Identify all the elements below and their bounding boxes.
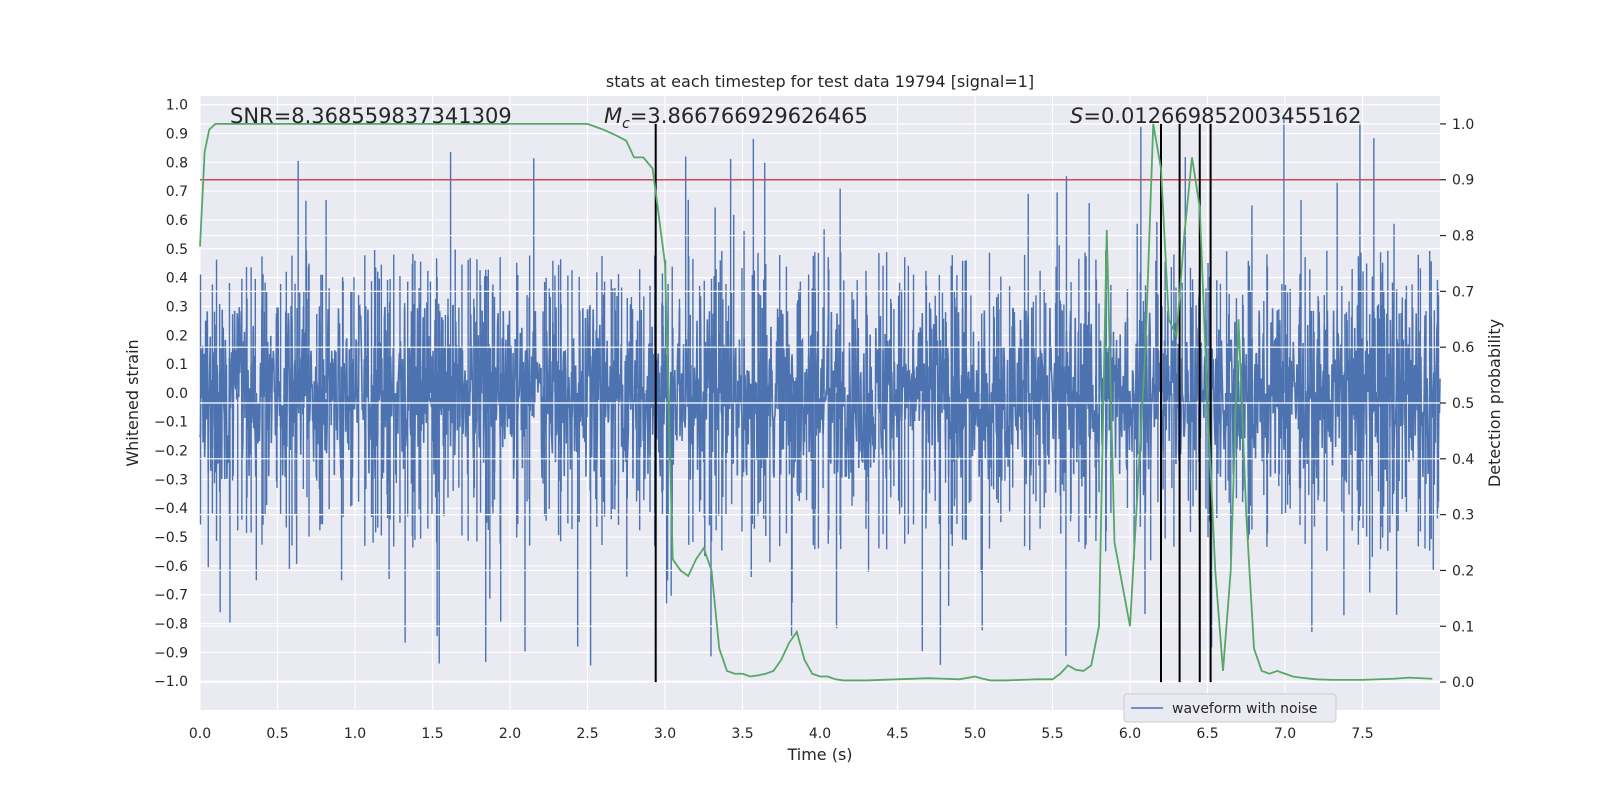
y-right-axis-ticks: 1.0 0.9 0.8 0.7 0.6 0.5 0.4 0.3 0.2 0.1 0.0 [1440,117,1474,691]
x-tick-label: 4.0 [809,726,831,742]
y-left-tick-label: −0.1 [154,415,188,431]
x-tick-label: 6.5 [1196,726,1218,742]
x-tick-label: 7.0 [1274,726,1296,742]
y-left-tick-label: −0.3 [154,472,188,488]
x-tick-label: 2.0 [499,726,521,742]
y-left-tick-label: 0.3 [166,299,188,315]
chirp-mass-value: =3.866766929626465 [630,104,868,128]
chart-title: stats at each timestep for test data 197… [606,72,1034,91]
snr-annotation: SNR=8.368559837341309 [230,104,512,128]
y-left-tick-label: −0.5 [154,530,188,546]
y-right-tick-label: 0.8 [1452,229,1474,245]
y-left-tick-label: 0.2 [166,328,188,344]
spin-value: =0.012669852003455162 [1083,104,1361,128]
y-right-tick-label: 1.0 [1452,117,1474,133]
y-left-tick-label: −0.4 [154,501,188,517]
x-tick-label: 0.5 [266,726,288,742]
y-right-tick-label: 0.3 [1452,508,1474,524]
y-left-tick-label: −0.8 [154,617,188,633]
y-left-tick-label: 0.9 [166,126,188,142]
chirp-mass-annotation: Mc=3.866766929626465 [604,104,868,132]
y-left-tick-label: 1.0 [166,98,188,114]
y-left-tick-label: 0.1 [166,357,188,373]
y-right-tick-label: 0.7 [1452,284,1474,300]
x-tick-label: 1.0 [344,726,366,742]
x-tick-label: 4.5 [886,726,908,742]
y-right-tick-label: 0.4 [1452,452,1474,468]
spin-symbol: S [1070,104,1083,128]
spin-annotation: S=0.012669852003455162 [1070,104,1361,128]
y-right-tick-label: 0.0 [1452,675,1474,691]
x-tick-label: 0.0 [189,726,211,742]
y-right-tick-label: 0.1 [1452,619,1474,635]
y-left-tick-label: 0.7 [166,184,188,200]
x-tick-label: 3.5 [731,726,753,742]
y-left-tick-label: −0.2 [154,444,188,460]
y-left-axis-ticks: 1.0 0.9 0.8 0.7 0.6 0.5 0.4 0.3 0.2 0.1 0.0 −0.1 −0.… [154,98,188,691]
waveform-with-noise-spikes [199,119,1440,666]
vertical-markers [654,123,1212,683]
y-left-tick-label: −0.6 [154,559,188,575]
y-left-tick-label: 0.0 [166,386,188,402]
legend-box [1123,693,1337,723]
y-left-tick-label: −1.0 [154,674,188,690]
x-tick-label: 5.5 [1041,726,1063,742]
y-left-tick-label: 0.5 [166,242,188,258]
y-right-tick-label: 0.2 [1452,563,1474,579]
y-right-axis-label: Detection probability [1485,319,1504,487]
x-tick-label: 7.5 [1351,726,1373,742]
y-left-tick-label: 0.4 [166,271,188,287]
chirp-mass-subscript: c [622,116,630,132]
y-right-tick-label: 0.6 [1452,340,1474,356]
chirp-mass-symbol: M [604,104,622,128]
legend: waveform with noise [1123,693,1337,723]
x-tick-label: 3.0 [654,726,676,742]
y-left-tick-label: 0.8 [166,155,188,171]
y-left-axis-label: Whitened strain [123,339,142,466]
x-tick-label: 1.5 [421,726,443,742]
x-axis-label: Time (s) [786,745,852,764]
detection-probability-line [199,123,1433,682]
x-tick-label: 6.0 [1119,726,1141,742]
legend-label: waveform with noise [1172,701,1317,717]
y-right-tick-label: 0.9 [1452,173,1474,189]
y-left-tick-label: −0.9 [154,645,188,661]
x-tick-label: 5.0 [964,726,986,742]
x-tick-label: 2.5 [576,726,598,742]
y-left-tick-label: 0.6 [166,213,188,229]
x-axis-ticks: 0.0 0.5 1.0 1.5 2.0 2.5 3.0 3.5 4.0 4.5 5.0 5.5 6.0 6… [189,726,1374,742]
y-left-tick-label: −0.7 [154,588,188,604]
y-right-tick-label: 0.5 [1452,396,1474,412]
